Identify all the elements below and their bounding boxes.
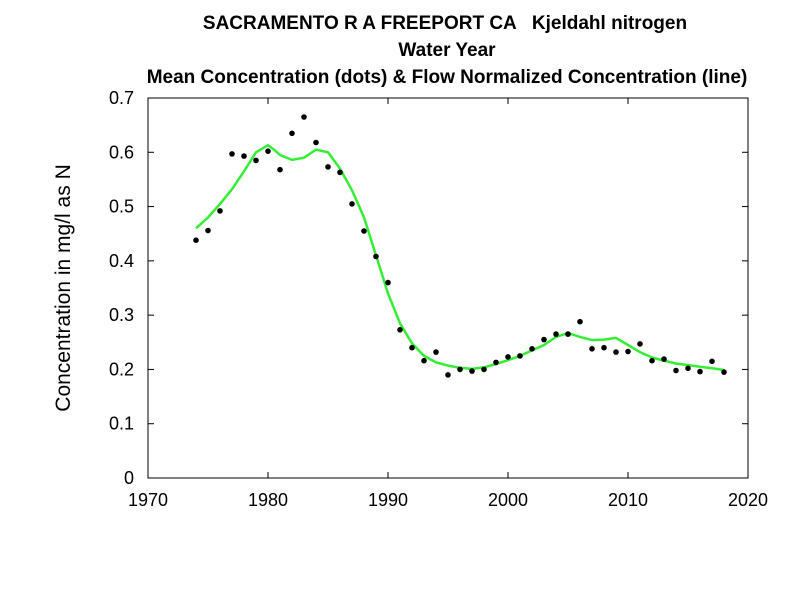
plot-frame xyxy=(147,97,749,479)
mean-concentration-point xyxy=(337,169,343,176)
mean-concentration-point xyxy=(277,166,283,173)
x-tick-label: 1980 xyxy=(248,490,288,510)
y-tick-label: 0.1 xyxy=(109,414,134,434)
mean-concentration-point xyxy=(505,354,511,360)
x-tick-label: 1970 xyxy=(128,490,168,510)
mean-concentration-point xyxy=(445,372,451,378)
x-tick-label: 1990 xyxy=(368,490,408,510)
mean-concentration-point xyxy=(241,153,247,159)
mean-concentration-point xyxy=(493,359,499,366)
mean-concentration-point xyxy=(601,344,607,351)
mean-concentration-point xyxy=(397,327,403,333)
mean-concentration-point xyxy=(469,368,475,374)
y-tick-label: 0.2 xyxy=(109,359,134,379)
mean-concentration-point xyxy=(457,366,463,373)
mean-concentration-point xyxy=(289,130,295,137)
mean-concentration-point xyxy=(721,369,727,375)
y-tick-label: 0 xyxy=(124,468,134,488)
flow-normalized-line-layer xyxy=(195,143,725,372)
y-tick-label: 0.7 xyxy=(109,88,134,108)
mean-concentration-point xyxy=(433,349,439,355)
x-tick-label: 2010 xyxy=(608,490,648,510)
y-tick-label: 0.6 xyxy=(109,142,134,162)
chart-title-line-2: Water Year xyxy=(398,40,496,61)
mean-concentration-point xyxy=(253,157,259,164)
y-tick-label: 0.4 xyxy=(109,251,134,271)
mean-concentration-points-layer xyxy=(193,114,727,378)
mean-concentration-point xyxy=(589,346,595,352)
mean-concentration-point xyxy=(421,357,427,364)
axes: 1970 1980 1990 2000 2010 2020 0 0.1 0.2 0.3 0.4 0.5… xyxy=(109,88,768,510)
mean-concentration-point xyxy=(481,366,487,373)
mean-concentration-point xyxy=(625,348,631,355)
y-axis-label: Concentration in mg/l as N xyxy=(52,164,75,411)
mean-concentration-point xyxy=(577,318,583,325)
mean-concentration-point xyxy=(565,331,571,337)
mean-concentration-point xyxy=(637,341,643,347)
y-tick-label: 0.5 xyxy=(109,197,134,217)
chart-title-line-3: Mean Concentration (dots) & Flow Normali… xyxy=(147,67,748,88)
mean-concentration-point xyxy=(193,237,199,243)
mean-concentration-point xyxy=(709,358,715,365)
mean-concentration-point xyxy=(409,344,415,351)
chart-title-line-1: SACRAMENTO R A FREEPORT CA Kjeldahl nitr… xyxy=(203,13,687,34)
mean-concentration-point xyxy=(229,151,235,157)
mean-concentration-point xyxy=(205,227,211,234)
mean-concentration-point xyxy=(349,201,355,207)
mean-concentration-point xyxy=(541,336,547,343)
x-tick-label: 2020 xyxy=(728,490,768,510)
mean-concentration-point xyxy=(649,357,655,364)
mean-concentration-point xyxy=(313,139,319,146)
mean-concentration-point xyxy=(529,346,535,352)
mean-concentration-point xyxy=(385,279,391,286)
mean-concentration-point xyxy=(613,349,619,355)
mean-concentration-point xyxy=(373,253,379,260)
flow-normalized-concentration-line xyxy=(195,143,725,372)
mean-concentration-point xyxy=(553,331,559,337)
mean-concentration-point xyxy=(265,148,271,154)
chart-title-block: SACRAMENTO R A FREEPORT CA Kjeldahl nitr… xyxy=(147,13,748,88)
mean-concentration-point xyxy=(685,365,691,372)
mean-concentration-point xyxy=(301,114,307,120)
y-tick-label: 0.3 xyxy=(109,305,134,325)
mean-concentration-point xyxy=(697,368,703,375)
mean-concentration-point xyxy=(517,353,523,359)
mean-concentration-point xyxy=(661,356,667,362)
x-tick-label: 2000 xyxy=(488,490,528,510)
mean-concentration-point xyxy=(673,367,679,374)
mean-concentration-point xyxy=(325,164,331,170)
mean-concentration-point xyxy=(361,228,367,234)
mean-concentration-point xyxy=(217,208,223,214)
